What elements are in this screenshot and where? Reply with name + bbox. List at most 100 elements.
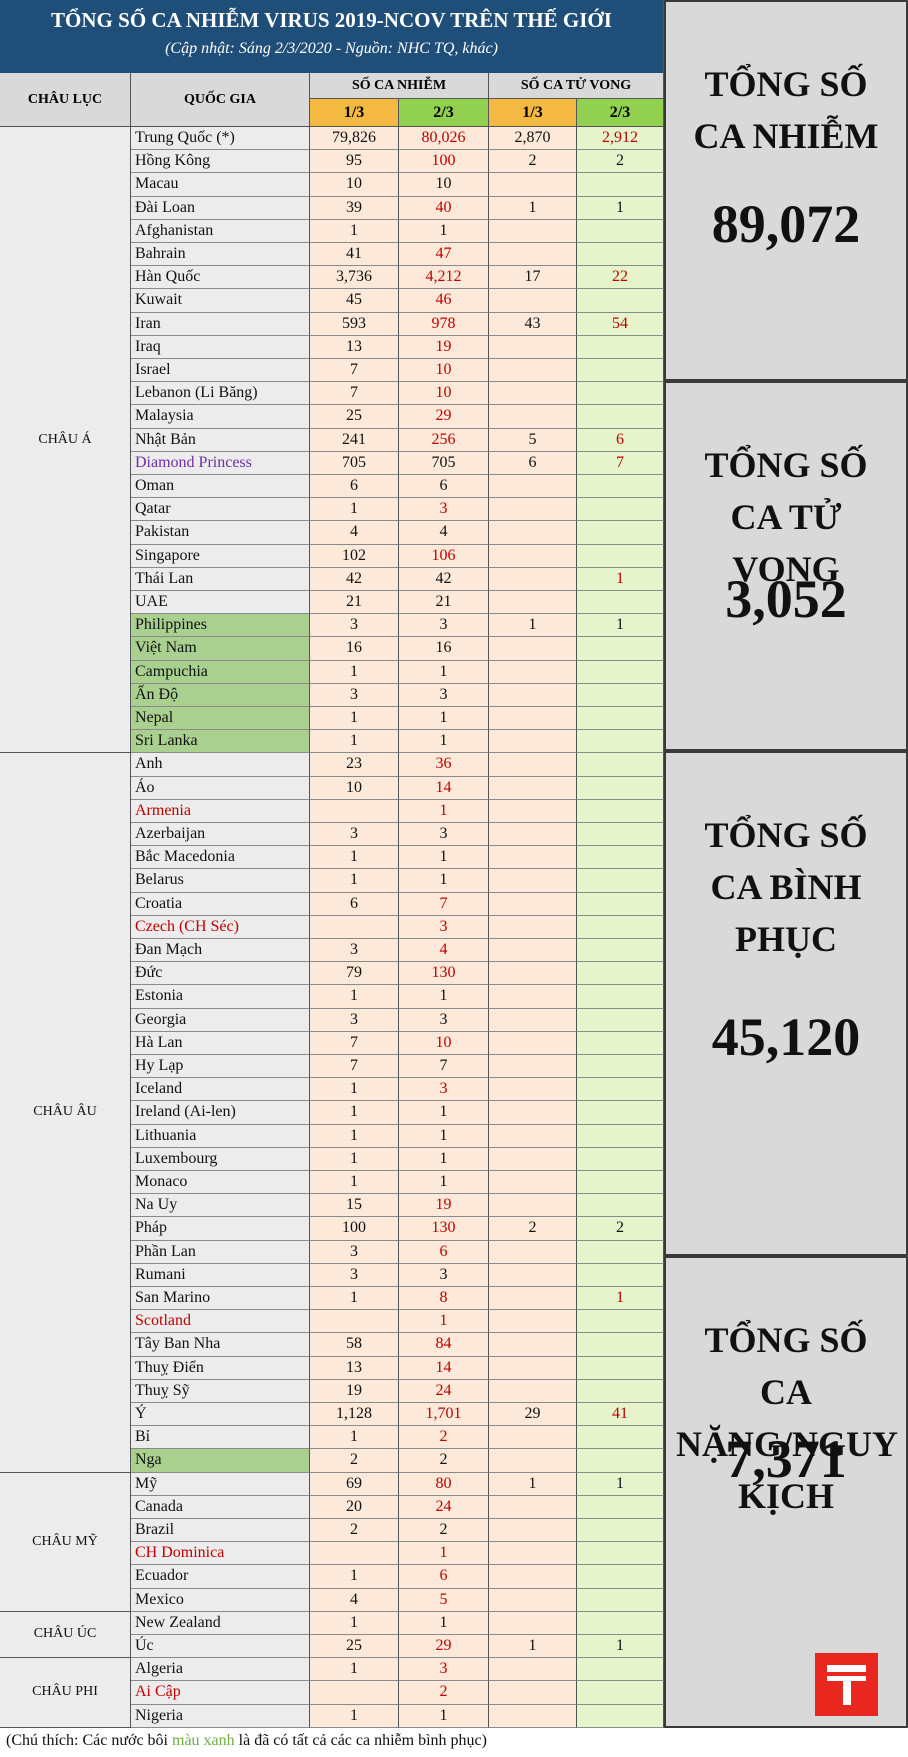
- cases-cell: 6: [310, 475, 399, 499]
- country-cell: Ý: [131, 1403, 310, 1427]
- country-cell: Đức: [131, 962, 310, 986]
- deaths-cell: 1: [577, 614, 664, 638]
- cases-cell: 100: [310, 1217, 399, 1241]
- cases-cell: 80: [399, 1472, 489, 1496]
- cases-cell: 1: [310, 1565, 399, 1589]
- cases-cell: 241: [310, 428, 399, 452]
- deaths-cell: [489, 683, 577, 707]
- country-cell: Qatar: [131, 498, 310, 522]
- deaths-cell: 1: [489, 1472, 577, 1496]
- cases-cell: 6: [399, 475, 489, 499]
- deaths-cell: 2: [577, 1217, 664, 1241]
- cases-cell: 13: [310, 335, 399, 359]
- cases-cell: 19: [399, 1194, 489, 1218]
- country-cell: Nepal: [131, 707, 310, 731]
- footnote: (Chú thích: Các nước bôi màu xanh là đã …: [6, 1732, 906, 1757]
- deaths-cell: 1: [489, 1635, 577, 1659]
- country-cell: Đan Mạch: [131, 939, 310, 963]
- country-cell: Lithuania: [131, 1124, 310, 1148]
- logo-mark: [827, 1665, 866, 1705]
- deaths-cell: [489, 1310, 577, 1334]
- country-cell: Macau: [131, 173, 310, 197]
- total-value: 89,072: [711, 193, 861, 254]
- cases-cell: 3: [310, 683, 399, 707]
- deaths-cell: [577, 985, 664, 1009]
- deaths-cell: [489, 1171, 577, 1195]
- deaths-cell: [577, 1055, 664, 1079]
- deaths-cell: [489, 1681, 577, 1705]
- cases-cell: 19: [399, 335, 489, 359]
- deaths-cell: [489, 544, 577, 568]
- deaths-cell: [577, 1495, 664, 1519]
- country-cell: Mỹ: [131, 1472, 310, 1496]
- cases-cell: 1: [310, 660, 399, 684]
- cases-cell: 4: [399, 521, 489, 545]
- deaths-cell: [489, 1519, 577, 1543]
- deaths-cell: [577, 730, 664, 754]
- deaths-cell: 2: [489, 1217, 577, 1241]
- deaths-cell: [489, 1658, 577, 1682]
- deaths-cell: [489, 1263, 577, 1287]
- cases-cell: 1: [399, 730, 489, 754]
- deaths-cell: [489, 1426, 577, 1450]
- deaths-cell: [577, 823, 664, 847]
- cases-cell: 1: [310, 1147, 399, 1171]
- cases-cell: 1: [399, 869, 489, 893]
- cases-cell: 46: [399, 289, 489, 313]
- cases-cell: 3: [399, 498, 489, 522]
- cases-cell: 3: [310, 1240, 399, 1264]
- cases-cell: 1: [399, 1704, 489, 1728]
- country-cell: Belarus: [131, 869, 310, 893]
- deaths-cell: [489, 660, 577, 684]
- country-cell: Việt Nam: [131, 637, 310, 661]
- cases-cell: 80,026: [399, 127, 489, 151]
- cases-cell: 1: [310, 219, 399, 243]
- cases-cell: 10: [399, 1031, 489, 1055]
- cases-cell: 1: [310, 1658, 399, 1682]
- deaths-cell: 1: [489, 196, 577, 220]
- cases-cell: [310, 1681, 399, 1705]
- deaths-cell: 2,870: [489, 127, 577, 151]
- continent-cell: CHÂU MỸ: [0, 1472, 131, 1612]
- cases-cell: 3: [310, 1008, 399, 1032]
- cases-cell: 100: [399, 150, 489, 174]
- deaths-cell: [577, 1124, 664, 1148]
- deaths-cell: [489, 1542, 577, 1566]
- header-deaths: SỐ CA TỬ VONG: [489, 73, 664, 99]
- deaths-cell: [489, 637, 577, 661]
- deaths-cell: [577, 521, 664, 545]
- cases-cell: 1: [310, 498, 399, 522]
- footnote-part: là đã có tất cả các ca nhiễm bình phục): [234, 1731, 487, 1749]
- country-cell: Canada: [131, 1495, 310, 1519]
- cases-cell: 2: [310, 1519, 399, 1543]
- cases-cell: 130: [399, 962, 489, 986]
- cases-cell: 25: [310, 1635, 399, 1659]
- logo: [815, 1653, 878, 1716]
- cases-cell: 39: [310, 196, 399, 220]
- deaths-cell: [489, 243, 577, 267]
- deaths-cell: [489, 1611, 577, 1635]
- deaths-cell: 1: [489, 614, 577, 638]
- footnote-part: màu xanh: [172, 1731, 235, 1749]
- total-value: 3,052: [725, 569, 847, 629]
- deaths-cell: [489, 776, 577, 800]
- country-cell: Úc: [131, 1635, 310, 1659]
- deaths-cell: [577, 753, 664, 777]
- deaths-cell: [489, 1704, 577, 1728]
- cases-cell: 1: [310, 1287, 399, 1311]
- country-cell: Georgia: [131, 1008, 310, 1032]
- cases-cell: 2: [399, 1519, 489, 1543]
- deaths-cell: [489, 1565, 577, 1589]
- deaths-cell: [577, 776, 664, 800]
- country-cell: Ecuador: [131, 1565, 310, 1589]
- total-value: 7,371: [725, 1428, 847, 1489]
- deaths-cell: [577, 1704, 664, 1728]
- deaths-cell: [489, 1101, 577, 1125]
- deaths-cell: [489, 799, 577, 823]
- country-cell: Croatia: [131, 892, 310, 916]
- cases-cell: 1: [310, 846, 399, 870]
- cases-cell: 42: [310, 567, 399, 591]
- deaths-cell: [577, 405, 664, 429]
- cases-cell: 19: [310, 1379, 399, 1403]
- cases-cell: 15: [310, 1194, 399, 1218]
